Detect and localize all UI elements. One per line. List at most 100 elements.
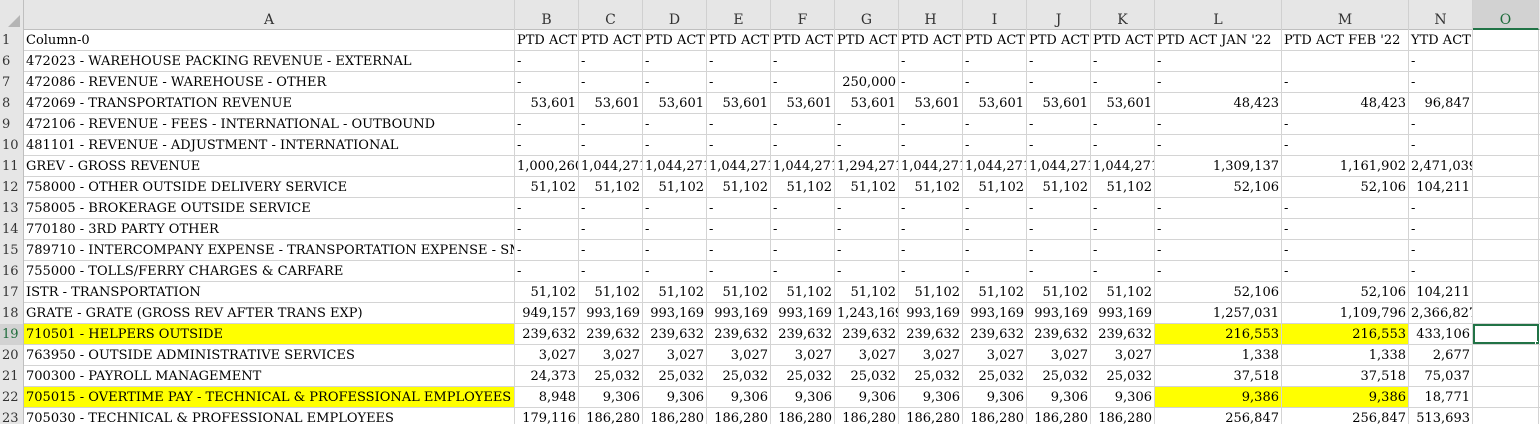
cell-m23[interactable]: 256,847 — [1282, 408, 1409, 424]
column-header-m[interactable]: M — [1282, 0, 1409, 30]
cell-i6[interactable]: - — [963, 51, 1027, 71]
cell-l13[interactable]: - — [1155, 198, 1282, 218]
cell-i18[interactable]: 993,169 — [963, 303, 1027, 323]
cell-m12[interactable]: 52,106 — [1282, 177, 1409, 197]
cell-g20[interactable]: 3,027 — [835, 345, 899, 365]
cell-k23[interactable]: 186,280 — [1091, 408, 1155, 424]
cell-d21[interactable]: 25,032 — [643, 366, 707, 386]
cell-h18[interactable]: 993,169 — [899, 303, 963, 323]
cell-o16[interactable] — [1473, 261, 1539, 281]
cell-e18[interactable]: 993,169 — [707, 303, 771, 323]
cell-d18[interactable]: 993,169 — [643, 303, 707, 323]
cell-n17[interactable]: 104,211 — [1409, 282, 1473, 302]
cell-a11[interactable]: GREV - GROSS REVENUE — [24, 156, 515, 176]
cell-d10[interactable]: - — [643, 135, 707, 155]
cell-f9[interactable]: - — [771, 114, 835, 134]
column-header-j[interactable]: J — [1027, 0, 1091, 30]
cell-f16[interactable]: - — [771, 261, 835, 281]
cell-l21[interactable]: 37,518 — [1155, 366, 1282, 386]
cell-m1[interactable]: PTD ACT FEB '22 — [1282, 30, 1409, 50]
cell-h12[interactable]: 51,102 — [899, 177, 963, 197]
cell-a18[interactable]: GRATE - GRATE (GROSS REV AFTER TRANS EXP… — [24, 303, 515, 323]
cell-o21[interactable] — [1473, 366, 1539, 386]
cell-i1[interactable]: PTD ACT — [963, 30, 1027, 50]
cell-j23[interactable]: 186,280 — [1027, 408, 1091, 424]
cell-f12[interactable]: 51,102 — [771, 177, 835, 197]
cell-g14[interactable]: - — [835, 219, 899, 239]
cell-g8[interactable]: 53,601 — [835, 93, 899, 113]
cell-h1[interactable]: PTD ACT — [899, 30, 963, 50]
cell-f8[interactable]: 53,601 — [771, 93, 835, 113]
cell-a8[interactable]: 472069 - TRANSPORTATION REVENUE — [24, 93, 515, 113]
row-header-9[interactable]: 9 — [0, 114, 24, 135]
cell-c10[interactable]: - — [579, 135, 643, 155]
cell-c15[interactable]: - — [579, 240, 643, 260]
cell-h11[interactable]: 1,044,271 — [899, 156, 963, 176]
cell-g19[interactable]: 239,632 — [835, 324, 899, 344]
cell-a13[interactable]: 758005 - BROKERAGE OUTSIDE SERVICE — [24, 198, 515, 218]
cell-c19[interactable]: 239,632 — [579, 324, 643, 344]
cell-g15[interactable]: - — [835, 240, 899, 260]
cell-b16[interactable]: - — [515, 261, 579, 281]
cell-o9[interactable] — [1473, 114, 1539, 134]
cell-a16[interactable]: 755000 - TOLLS/FERRY CHARGES & CARFARE — [24, 261, 515, 281]
cell-d14[interactable]: - — [643, 219, 707, 239]
cell-i8[interactable]: 53,601 — [963, 93, 1027, 113]
cell-c21[interactable]: 25,032 — [579, 366, 643, 386]
cell-c11[interactable]: 1,044,271 — [579, 156, 643, 176]
cell-f19[interactable]: 239,632 — [771, 324, 835, 344]
cell-o17[interactable] — [1473, 282, 1539, 302]
cell-l7[interactable]: - — [1155, 72, 1282, 92]
cell-b20[interactable]: 3,027 — [515, 345, 579, 365]
cell-d23[interactable]: 186,280 — [643, 408, 707, 424]
cell-k19[interactable]: 239,632 — [1091, 324, 1155, 344]
cell-g21[interactable]: 25,032 — [835, 366, 899, 386]
cell-g13[interactable]: - — [835, 198, 899, 218]
cell-d17[interactable]: 51,102 — [643, 282, 707, 302]
cell-f21[interactable]: 25,032 — [771, 366, 835, 386]
cell-k20[interactable]: 3,027 — [1091, 345, 1155, 365]
cell-j16[interactable]: - — [1027, 261, 1091, 281]
column-header-a[interactable]: A — [24, 0, 515, 30]
row-header-16[interactable]: 16 — [0, 261, 24, 282]
cell-m22[interactable]: 9,386 — [1282, 387, 1409, 407]
cell-a14[interactable]: 770180 - 3RD PARTY OTHER — [24, 219, 515, 239]
cell-c12[interactable]: 51,102 — [579, 177, 643, 197]
cell-k17[interactable]: 51,102 — [1091, 282, 1155, 302]
column-header-c[interactable]: C — [579, 0, 643, 30]
cell-f23[interactable]: 186,280 — [771, 408, 835, 424]
cell-a21[interactable]: 700300 - PAYROLL MANAGEMENT — [24, 366, 515, 386]
cell-i10[interactable]: - — [963, 135, 1027, 155]
row-header-12[interactable]: 12 — [0, 177, 24, 198]
row-header-13[interactable]: 13 — [0, 198, 24, 219]
cell-j19[interactable]: 239,632 — [1027, 324, 1091, 344]
cell-i13[interactable]: - — [963, 198, 1027, 218]
cell-e21[interactable]: 25,032 — [707, 366, 771, 386]
cell-c22[interactable]: 9,306 — [579, 387, 643, 407]
cell-h13[interactable]: - — [899, 198, 963, 218]
cell-l23[interactable]: 256,847 — [1155, 408, 1282, 424]
cell-k1[interactable]: PTD ACT — [1091, 30, 1155, 50]
cell-a23[interactable]: 705030 - TECHNICAL & PROFESSIONAL EMPLOY… — [24, 408, 515, 424]
cell-j11[interactable]: 1,044,271 — [1027, 156, 1091, 176]
cell-h9[interactable]: - — [899, 114, 963, 134]
cell-i19[interactable]: 239,632 — [963, 324, 1027, 344]
cell-l8[interactable]: 48,423 — [1155, 93, 1282, 113]
row-header-1[interactable]: 1 — [0, 30, 24, 51]
cell-k11[interactable]: 1,044,271 — [1091, 156, 1155, 176]
cell-c23[interactable]: 186,280 — [579, 408, 643, 424]
cell-l17[interactable]: 52,106 — [1155, 282, 1282, 302]
cell-i22[interactable]: 9,306 — [963, 387, 1027, 407]
cell-c1[interactable]: PTD ACT — [579, 30, 643, 50]
cell-m11[interactable]: 1,161,902 — [1282, 156, 1409, 176]
cell-b11[interactable]: 1,000,260 — [515, 156, 579, 176]
cell-o14[interactable] — [1473, 219, 1539, 239]
row-header-14[interactable]: 14 — [0, 219, 24, 240]
cell-m14[interactable]: - — [1282, 219, 1409, 239]
cell-e13[interactable]: - — [707, 198, 771, 218]
cell-b23[interactable]: 179,116 — [515, 408, 579, 424]
cell-b15[interactable]: - — [515, 240, 579, 260]
cell-l20[interactable]: 1,338 — [1155, 345, 1282, 365]
cell-a17[interactable]: ISTR - TRANSPORTATION — [24, 282, 515, 302]
cell-m17[interactable]: 52,106 — [1282, 282, 1409, 302]
